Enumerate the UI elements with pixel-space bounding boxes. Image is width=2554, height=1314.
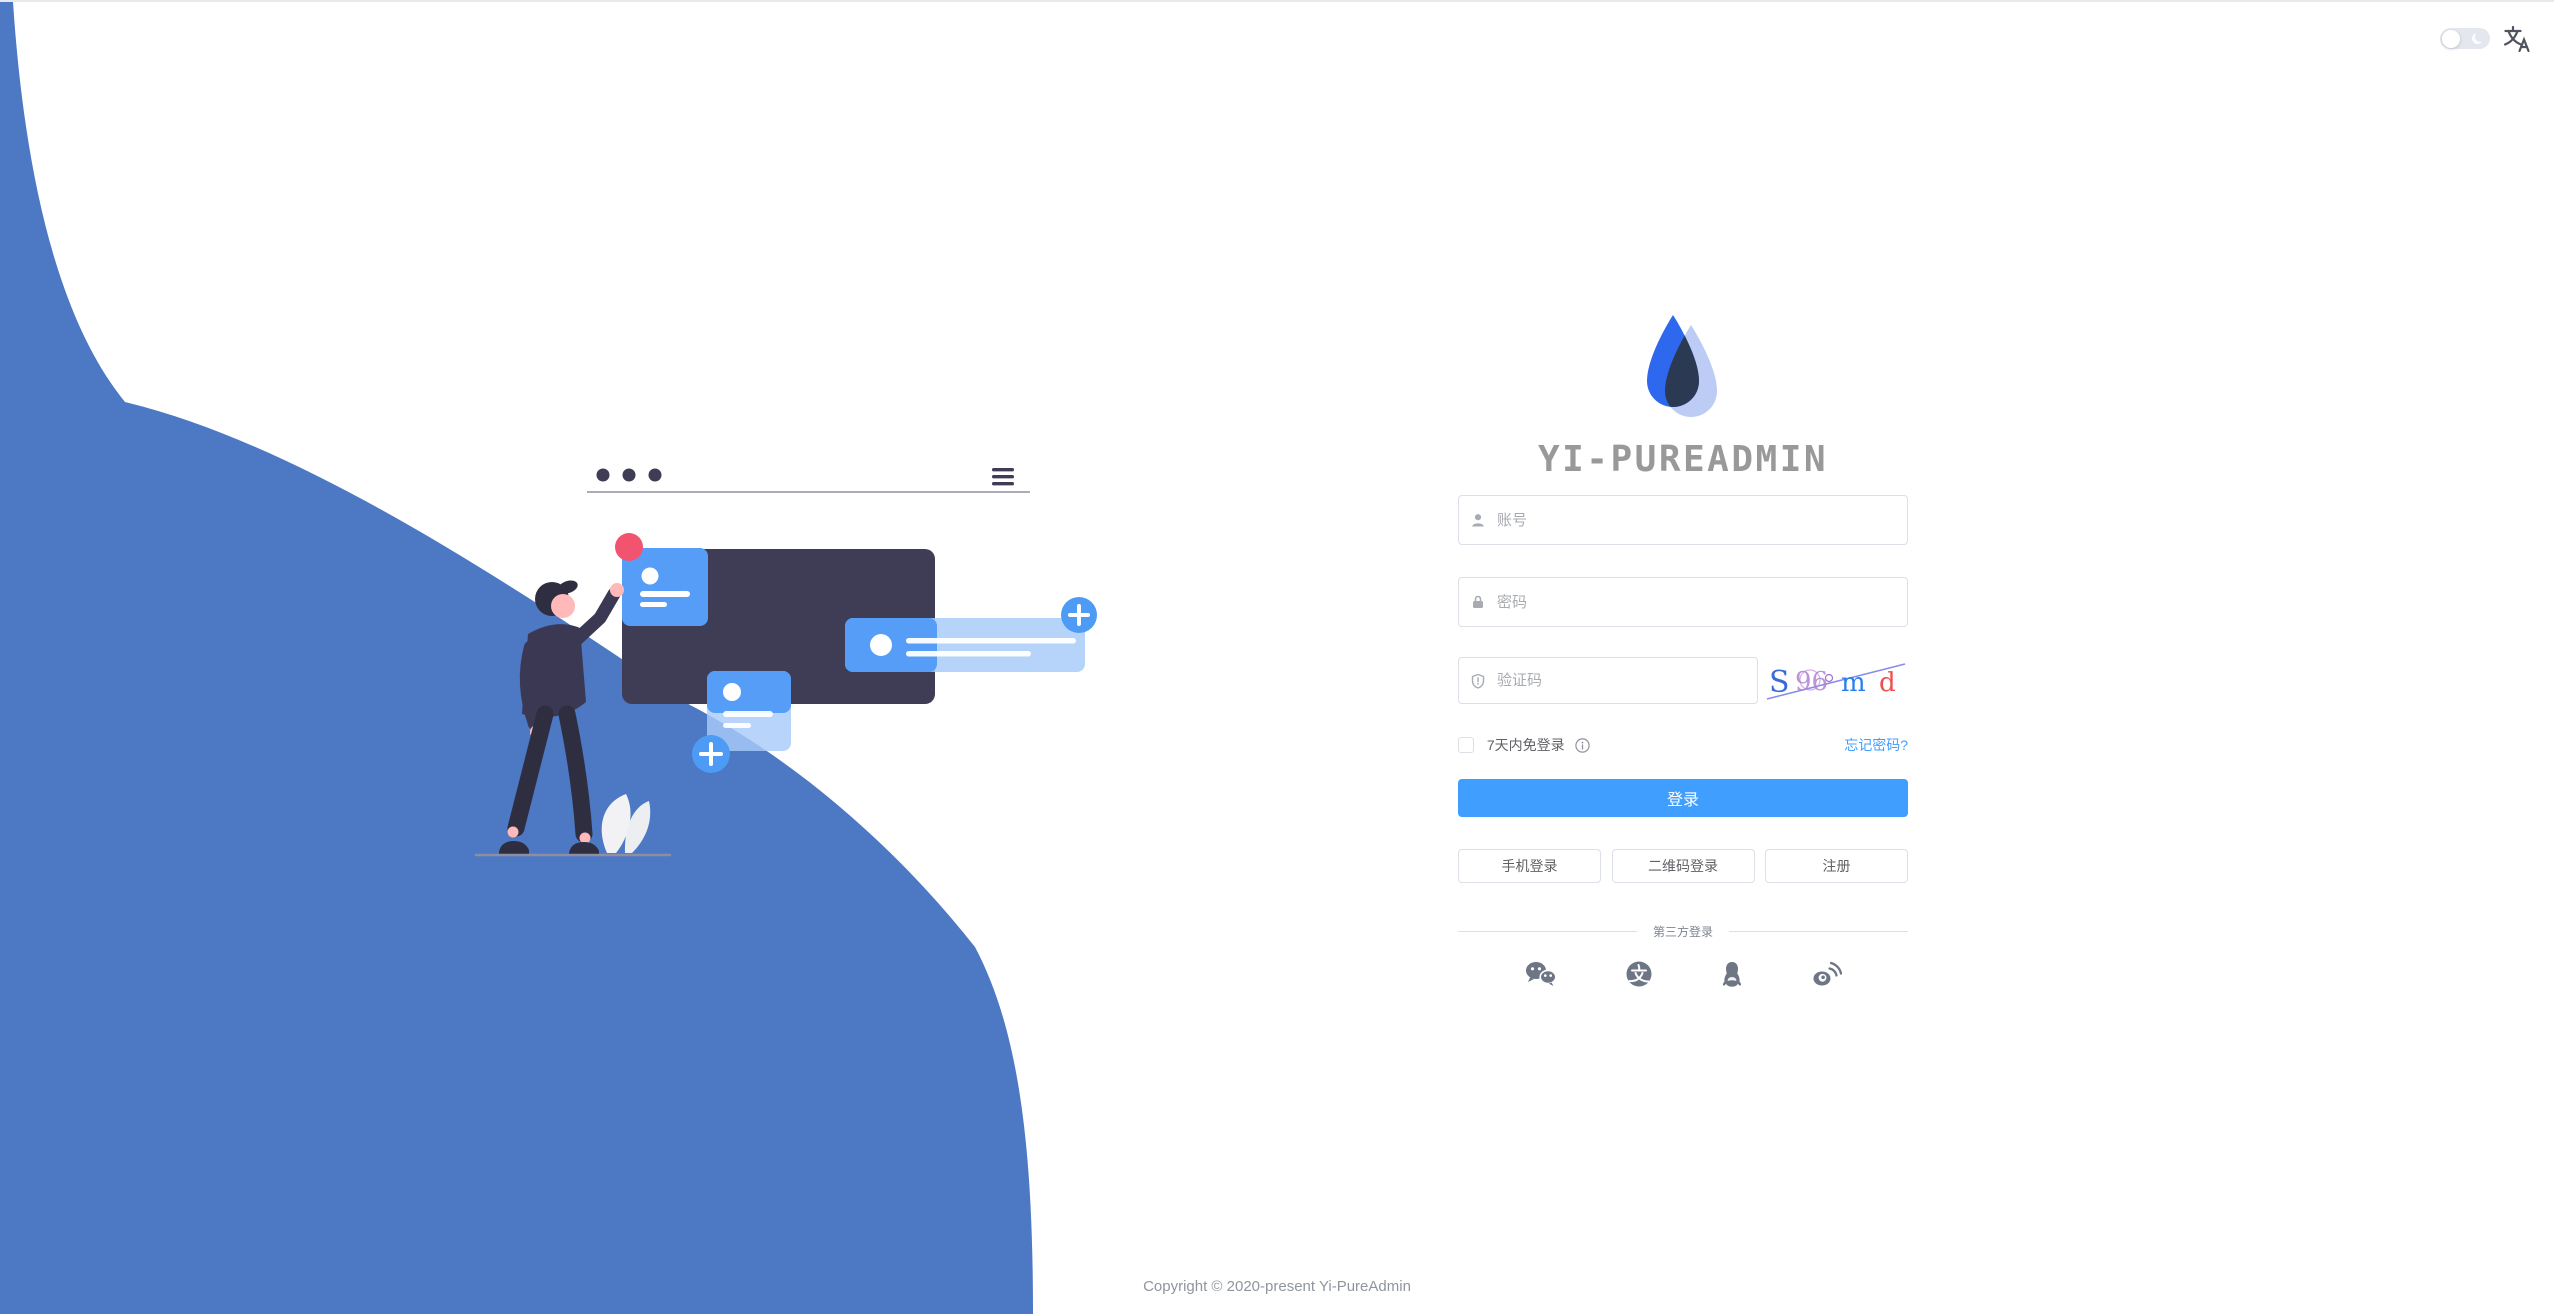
- moon-icon: [2472, 33, 2483, 44]
- third-party-divider: 第三方登录: [1458, 923, 1909, 940]
- phone-login-button[interactable]: 手机登录: [1458, 849, 1601, 883]
- captcha-char: d: [1879, 668, 1896, 698]
- illustration-card-a: [622, 548, 708, 626]
- divider-line: [1458, 931, 1637, 932]
- theme-toggle-knob[interactable]: [2442, 29, 2460, 48]
- illustration-red-dot: [615, 533, 643, 561]
- illustration-card-b: [845, 597, 1097, 672]
- shield-icon: [1471, 673, 1485, 689]
- captcha-image[interactable]: S 96 m d: [1765, 659, 1907, 703]
- info-icon: [1574, 737, 1590, 753]
- password-field: [1458, 577, 1908, 627]
- register-button[interactable]: 注册: [1765, 849, 1908, 883]
- account-input[interactable]: [1458, 495, 1908, 545]
- captcha-input[interactable]: [1458, 657, 1758, 704]
- login-illustration: [0, 2, 1097, 1314]
- app-title: YI-PUREADMIN: [1537, 439, 1829, 480]
- login-button[interactable]: 登录: [1458, 779, 1908, 817]
- divider-line: [1729, 931, 1909, 932]
- wechat-icon[interactable]: [1524, 960, 1558, 988]
- captcha-field: [1458, 657, 1758, 704]
- app-logo water-drop-icon: [1647, 315, 1717, 417]
- user-icon: [1472, 514, 1484, 527]
- plus-icon: [692, 735, 730, 773]
- social-login-row: [1458, 957, 1908, 991]
- illustration-person: [499, 580, 624, 856]
- divider-label: 第三方登录: [1653, 925, 1714, 939]
- account-field: [1458, 495, 1908, 545]
- illustration-browser-bar: [587, 468, 1030, 493]
- theme-toggle[interactable]: [2440, 28, 2490, 49]
- captcha-char: 96: [1795, 667, 1828, 697]
- login-panel: YI-PUREADMIN: [1458, 315, 1909, 1015]
- qq-icon[interactable]: [1720, 960, 1744, 988]
- menu-icon: [992, 468, 1014, 486]
- copyright-text: Copyright © 2020-present Yi-PureAdmin: [1143, 1278, 1411, 1295]
- weibo-icon[interactable]: [1811, 961, 1842, 987]
- alt-login-row: 手机登录 二维码登录 注册: [1458, 849, 1908, 883]
- illustration-plant: [601, 794, 651, 853]
- wave-shape: [0, 2, 1033, 1314]
- lock-icon: [1473, 595, 1483, 608]
- forgot-password-link[interactable]: 忘记密码?: [1844, 737, 1908, 753]
- top-controls: [2440, 22, 2540, 58]
- illustration-card-c: [692, 671, 791, 773]
- alipay-icon[interactable]: [1625, 960, 1653, 988]
- captcha-char: m: [1841, 668, 1866, 698]
- language-switch-icon[interactable]: [2502, 24, 2532, 54]
- options-row: 7天内免登录 忘记密码?: [1458, 735, 1908, 755]
- remember-checkbox[interactable]: [1458, 737, 1474, 753]
- password-input[interactable]: [1458, 577, 1908, 627]
- captcha-char: S: [1769, 665, 1790, 700]
- remember-label: 7天内免登录: [1486, 737, 1565, 753]
- plus-icon: [1061, 597, 1097, 633]
- qrcode-login-button[interactable]: 二维码登录: [1611, 849, 1755, 883]
